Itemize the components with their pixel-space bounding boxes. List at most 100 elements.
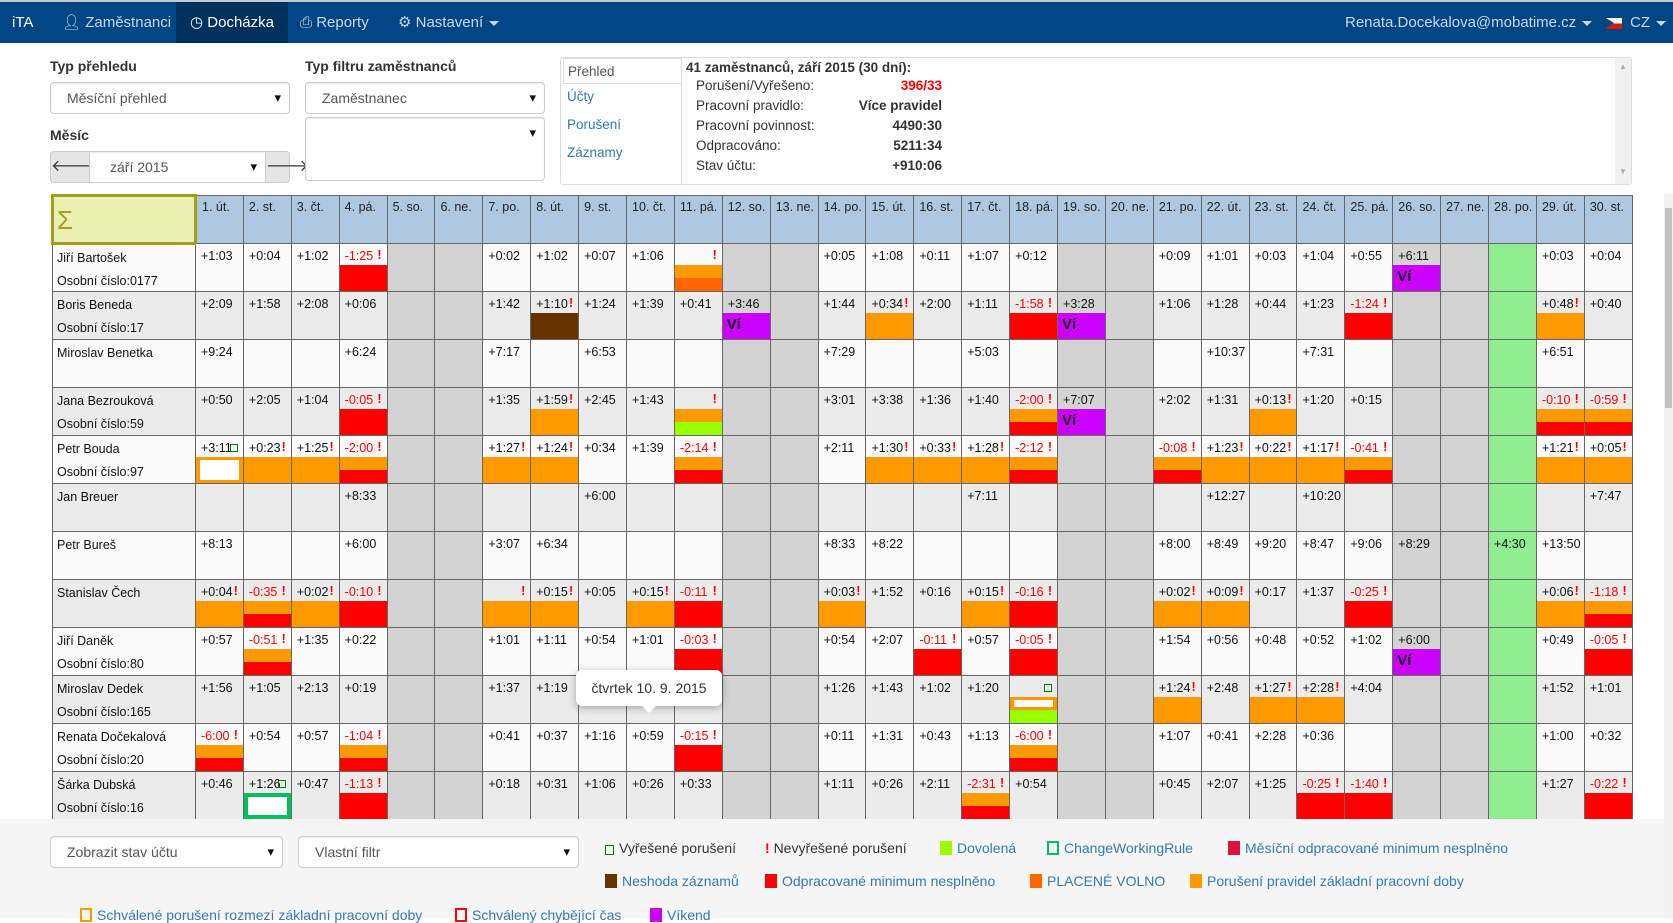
day-cell[interactable]	[1392, 291, 1442, 340]
day-cell[interactable]	[721, 243, 771, 292]
day-cell[interactable]	[769, 243, 819, 292]
day-cell[interactable]	[961, 531, 1011, 580]
day-cell[interactable]	[1583, 531, 1633, 580]
day-cell[interactable]	[626, 339, 675, 388]
day-cell[interactable]: +1:01	[626, 627, 675, 676]
day-header[interactable]: 6. ne.	[434, 195, 484, 244]
day-header[interactable]: 26. so.	[1392, 195, 1442, 244]
day-cell[interactable]: -2:31!	[961, 771, 1011, 819]
day-cell[interactable]	[1392, 675, 1442, 724]
day-cell[interactable]	[1392, 723, 1442, 772]
day-cell[interactable]: +1:03	[195, 243, 244, 292]
day-cell[interactable]: +0:06	[338, 291, 388, 340]
day-cell[interactable]	[1104, 771, 1154, 819]
day-cell[interactable]: +1:26	[817, 675, 867, 724]
day-cell[interactable]	[721, 483, 771, 532]
day-cell[interactable]: +0:44	[1248, 291, 1298, 340]
day-cell[interactable]	[434, 531, 484, 580]
day-cell[interactable]: +0:49	[1535, 627, 1585, 676]
legend-item[interactable]: Porušení pravidel základní pracovní doby	[1190, 873, 1464, 889]
day-cell[interactable]: +1:07	[961, 243, 1011, 292]
day-cell[interactable]: +1:07	[1152, 723, 1202, 772]
day-cell[interactable]: -6:00!	[195, 723, 244, 772]
day-cell[interactable]: -2:00!	[1009, 387, 1059, 436]
day-cell[interactable]: +8:22	[865, 531, 915, 580]
day-cell[interactable]: +1:52	[865, 579, 915, 628]
day-cell[interactable]: +8:47	[1296, 531, 1346, 580]
day-cell[interactable]: +0:02!	[290, 579, 340, 628]
day-header[interactable]: 4. pá.	[338, 195, 388, 244]
day-cell[interactable]	[769, 387, 819, 436]
day-cell[interactable]	[1057, 435, 1106, 484]
day-cell[interactable]: +8:00	[1152, 531, 1202, 580]
day-cell[interactable]	[721, 675, 771, 724]
day-cell[interactable]: +1:00	[1535, 723, 1585, 772]
day-cell[interactable]	[1440, 723, 1490, 772]
day-header[interactable]: 12. so.	[721, 195, 771, 244]
page-scrollbar[interactable]	[1664, 194, 1673, 918]
day-cell[interactable]	[1344, 483, 1394, 532]
day-cell[interactable]	[1009, 675, 1059, 724]
day-cell[interactable]	[1440, 435, 1490, 484]
day-cell[interactable]	[1440, 291, 1490, 340]
day-cell[interactable]	[865, 483, 915, 532]
day-cell[interactable]: +0:33!	[913, 435, 963, 484]
day-cell[interactable]: +0:46	[195, 771, 244, 819]
day-cell[interactable]: +1:24	[578, 291, 628, 340]
day-cell[interactable]: +1:28!	[961, 435, 1011, 484]
day-cell[interactable]: +1:24!	[530, 435, 580, 484]
day-header[interactable]: 9. st.	[578, 195, 628, 244]
day-cell[interactable]	[721, 579, 771, 628]
day-cell[interactable]: +0:05	[817, 243, 867, 292]
day-cell[interactable]: +1:36	[913, 387, 963, 436]
day-header[interactable]: 28. po.	[1488, 195, 1537, 244]
day-cell[interactable]	[1152, 339, 1202, 388]
day-cell[interactable]	[769, 723, 819, 772]
day-cell[interactable]	[1104, 675, 1154, 724]
day-cell[interactable]: -1:04!	[338, 723, 388, 772]
day-cell[interactable]: +0:48!	[1535, 291, 1585, 340]
day-cell[interactable]	[242, 483, 292, 532]
day-cell[interactable]	[434, 243, 484, 292]
employee-cell[interactable]: Miroslav Benetka	[52, 339, 196, 388]
day-cell[interactable]: +6:11 Ví	[1392, 243, 1442, 292]
legend-item[interactable]: Vyřešené porušení	[605, 840, 736, 856]
day-cell[interactable]: +2:11	[913, 771, 963, 819]
day-cell[interactable]: +1:54	[1152, 627, 1202, 676]
day-cell[interactable]: +1:17!	[1296, 435, 1346, 484]
day-cell[interactable]: +13:50	[1535, 531, 1585, 580]
day-cell[interactable]	[1440, 483, 1490, 532]
day-header[interactable]: 16. st.	[913, 195, 963, 244]
day-cell[interactable]: +0:41	[673, 291, 723, 340]
overview-type-select[interactable]: Měsíční přehled	[50, 82, 290, 114]
day-cell[interactable]	[1392, 387, 1442, 436]
day-cell[interactable]	[1535, 483, 1585, 532]
day-cell[interactable]: +0:02	[482, 243, 532, 292]
day-cell[interactable]: -0:16!	[1009, 579, 1059, 628]
day-cell[interactable]: +1:06	[1152, 291, 1202, 340]
day-cell[interactable]	[721, 627, 771, 676]
day-cell[interactable]	[721, 387, 771, 436]
tab-overview[interactable]: Přehled	[563, 58, 681, 84]
day-cell[interactable]: -0:05!	[338, 387, 388, 436]
day-cell[interactable]	[913, 531, 963, 580]
day-cell[interactable]	[769, 627, 819, 676]
day-cell[interactable]: +0:40	[1583, 291, 1633, 340]
day-cell[interactable]: +6:00	[578, 483, 628, 532]
day-header[interactable]: 19. so.	[1057, 195, 1106, 244]
day-cell[interactable]: +0:32	[1583, 723, 1633, 772]
day-cell[interactable]	[1057, 531, 1106, 580]
day-cell[interactable]: +4:30	[1488, 531, 1537, 580]
day-cell[interactable]	[434, 483, 484, 532]
day-cell[interactable]	[673, 339, 723, 388]
day-cell[interactable]: +0:06!	[1535, 579, 1585, 628]
day-cell[interactable]	[721, 339, 771, 388]
legend-item[interactable]: Víkend	[650, 907, 711, 923]
day-header[interactable]: 23. st.	[1248, 195, 1298, 244]
employee-cell[interactable]: Miroslav Dedek Osobní číslo:165	[52, 675, 196, 724]
day-cell[interactable]: +1:25!	[290, 435, 340, 484]
day-cell[interactable]	[434, 339, 484, 388]
user-menu[interactable]: Renata.Docekalova@mobatime.cz	[1345, 2, 1593, 43]
day-cell[interactable]: -2:14!	[673, 435, 723, 484]
day-cell[interactable]	[1488, 483, 1537, 532]
